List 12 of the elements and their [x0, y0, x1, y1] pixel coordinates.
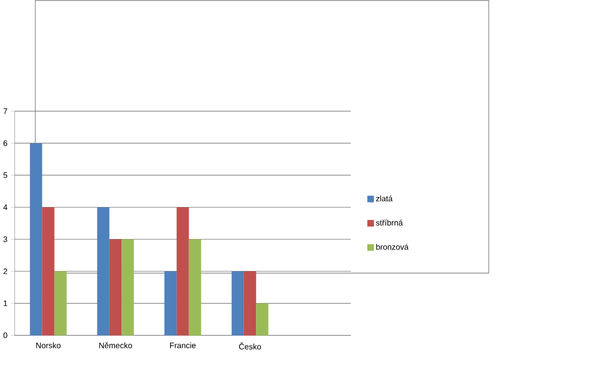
bar: [54, 271, 67, 336]
bar: [30, 142, 42, 336]
bar: [176, 207, 189, 336]
bar: [256, 303, 268, 336]
bar: [97, 207, 110, 336]
bar: [109, 239, 122, 336]
bar: [122, 239, 134, 336]
bar: [188, 239, 202, 336]
bar: [232, 271, 244, 336]
bar: [244, 271, 256, 336]
bar: [42, 207, 54, 336]
bar: [164, 271, 177, 336]
